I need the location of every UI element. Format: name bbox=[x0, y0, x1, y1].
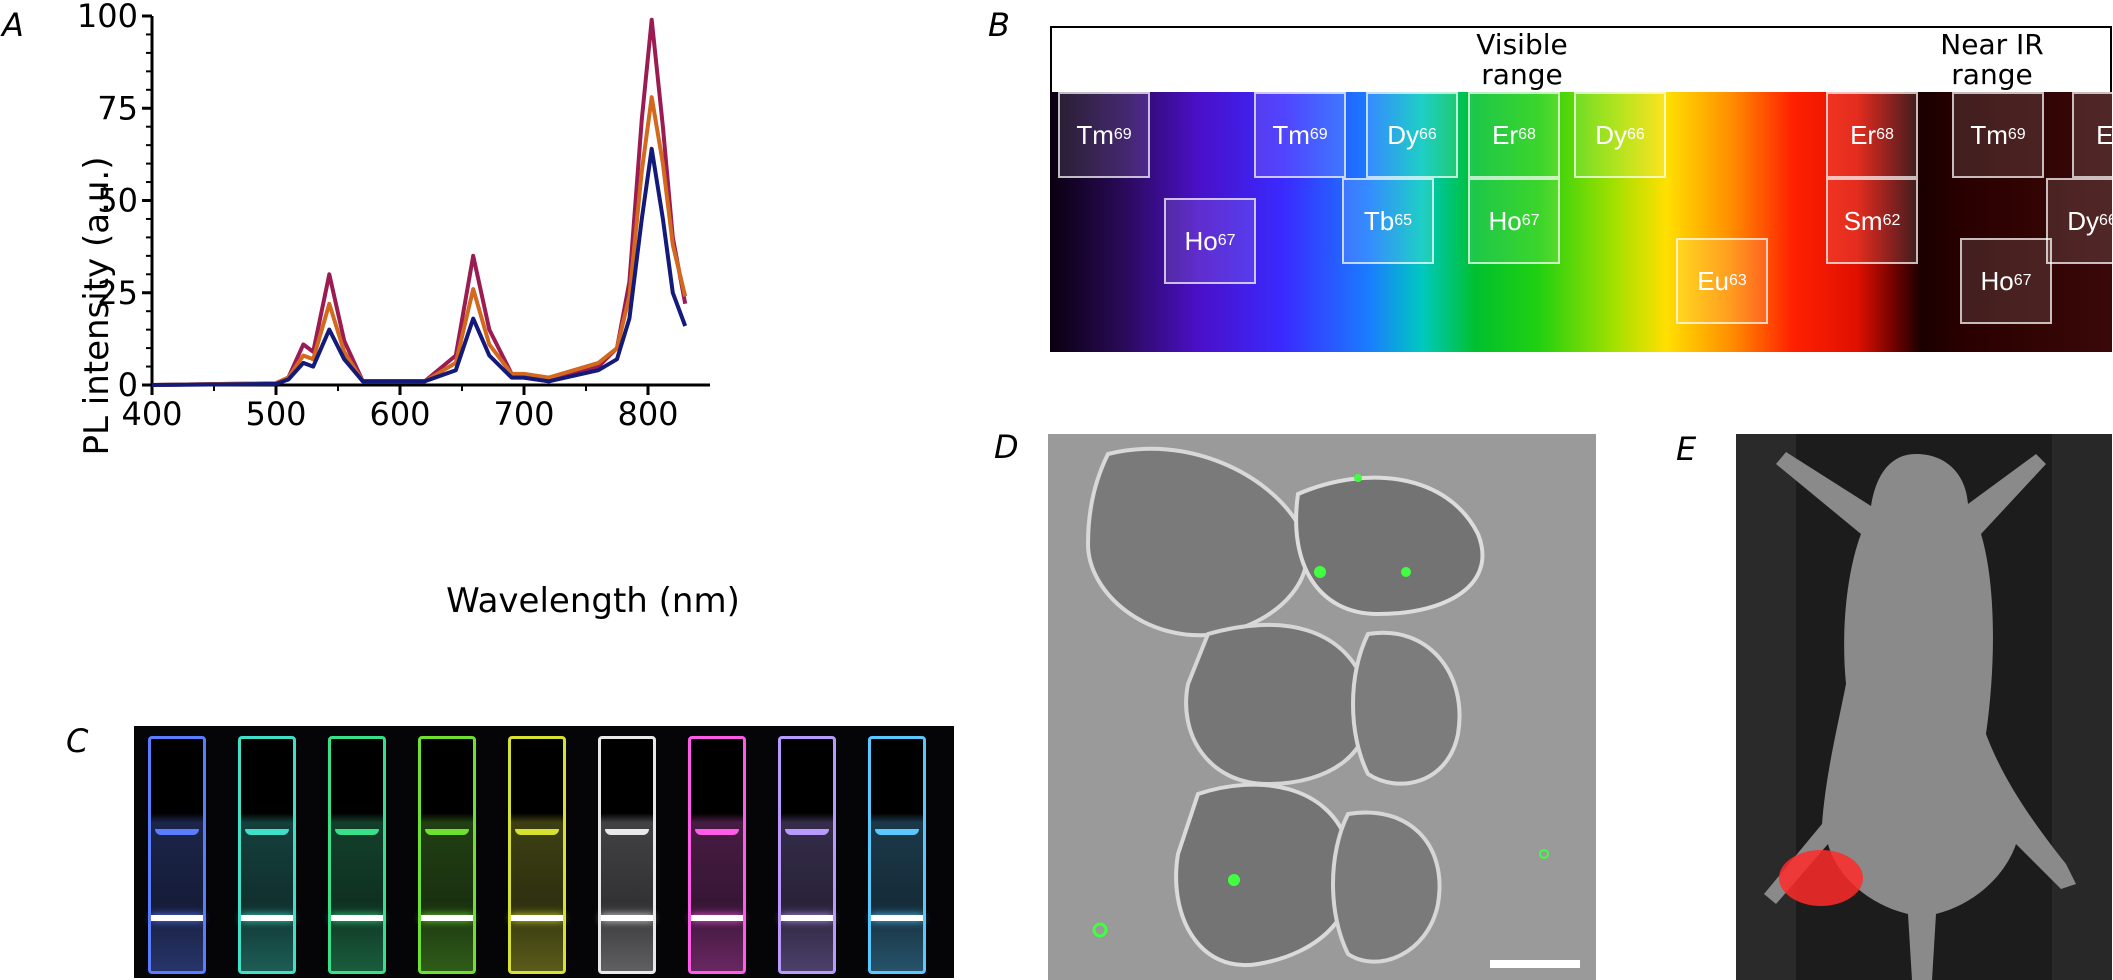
cuvette bbox=[328, 736, 386, 974]
element-label-ho: Ho 67 bbox=[1468, 178, 1560, 264]
emission-band bbox=[601, 915, 653, 921]
cuvette bbox=[868, 736, 926, 974]
cuvette bbox=[148, 736, 206, 974]
nir-range-label-1: Near IR bbox=[1940, 28, 2044, 61]
cuvette bbox=[598, 736, 656, 974]
cuvette bbox=[688, 736, 746, 974]
emission-band bbox=[151, 915, 203, 921]
spectrum-bar: Tm 69 Ho 67 Tm 69 Dy 66 Tb 65 Er 68 Ho 67 Dy 66 Eu 63 Er 68… bbox=[1050, 92, 2113, 352]
element-label-tm: Tm 69 bbox=[1058, 92, 1150, 178]
emission-band bbox=[691, 915, 743, 921]
tumor-signal bbox=[1779, 850, 1863, 906]
emission-band bbox=[781, 915, 833, 921]
element-label-ho: Ho 67 bbox=[1164, 198, 1256, 284]
visible-range-label-1: Visible bbox=[1476, 28, 1568, 61]
y-tick-label: 100 bbox=[77, 0, 138, 35]
nir-range-label-2: range bbox=[1951, 58, 2033, 91]
cell-outlines bbox=[1048, 434, 1596, 980]
x-tick-label: 800 bbox=[617, 395, 678, 433]
element-label-dy: Dy 66 bbox=[1366, 92, 1458, 178]
panel-label-b: B bbox=[988, 6, 1010, 44]
y-tick-label: 0 bbox=[118, 366, 138, 404]
pl-spectrum-chart: 400 500 600 700 800 0 25 50 75 100 PL intensity (… bbox=[77, 0, 740, 621]
series-line-2 bbox=[151, 95, 688, 387]
meniscus bbox=[695, 829, 739, 835]
emission-band bbox=[421, 915, 473, 921]
element-label-ho: Ho 67 bbox=[1960, 238, 2052, 324]
emission-band bbox=[331, 915, 383, 921]
meniscus bbox=[605, 829, 649, 835]
element-label-dy: Dy 66 bbox=[2046, 178, 2113, 264]
cuvette bbox=[508, 736, 566, 974]
panel-label-c: C bbox=[66, 722, 89, 760]
series-line-3 bbox=[151, 146, 688, 387]
meniscus bbox=[785, 829, 829, 835]
microscopy-image bbox=[1048, 434, 1596, 980]
series-line-1 bbox=[151, 17, 688, 387]
element-label-eu: Eu 63 bbox=[1676, 238, 1768, 324]
emission-band bbox=[511, 915, 563, 921]
element-label-tm: Tm 69 bbox=[1254, 92, 1346, 178]
x-tick-label: 400 bbox=[121, 395, 182, 433]
spectrum-header-box: Visible range Near IR range bbox=[1050, 26, 2112, 92]
emission-band bbox=[241, 915, 293, 921]
x-tick-label: 500 bbox=[245, 395, 306, 433]
mouse-silhouette bbox=[1736, 434, 2112, 980]
element-label-tb: Tb 65 bbox=[1342, 178, 1434, 264]
panel-label-d: D bbox=[994, 428, 1019, 466]
visible-range-label-2: range bbox=[1481, 58, 1563, 91]
cuvette bbox=[778, 736, 836, 974]
meniscus bbox=[155, 829, 199, 835]
panel-label-a: A bbox=[2, 6, 24, 44]
y-tick-label: 75 bbox=[97, 89, 138, 127]
meniscus bbox=[515, 829, 559, 835]
cuvette bbox=[418, 736, 476, 974]
emission-band bbox=[871, 915, 923, 921]
y-axis-label: PL intensity (a.u.) bbox=[77, 157, 117, 456]
x-axis-label: Wavelength (nm) bbox=[446, 581, 740, 621]
meniscus bbox=[335, 829, 379, 835]
meniscus bbox=[245, 829, 289, 835]
meniscus bbox=[875, 829, 919, 835]
x-tick-label: 700 bbox=[493, 395, 554, 433]
element-label-sm: Sm 62 bbox=[1826, 178, 1918, 264]
panel-label-e: E bbox=[1676, 430, 1697, 468]
y-tick-label: 25 bbox=[97, 274, 138, 312]
y-tick-label: 50 bbox=[97, 182, 138, 220]
x-tick-label: 600 bbox=[369, 395, 430, 433]
scale-bar bbox=[1490, 960, 1580, 968]
element-label-dy: Dy 66 bbox=[1574, 92, 1666, 178]
meniscus bbox=[425, 829, 469, 835]
in-vivo-image bbox=[1736, 434, 2112, 980]
cuvette-photo bbox=[134, 726, 954, 978]
cuvette bbox=[238, 736, 296, 974]
element-label-tm: Tm 69 bbox=[1952, 92, 2044, 178]
